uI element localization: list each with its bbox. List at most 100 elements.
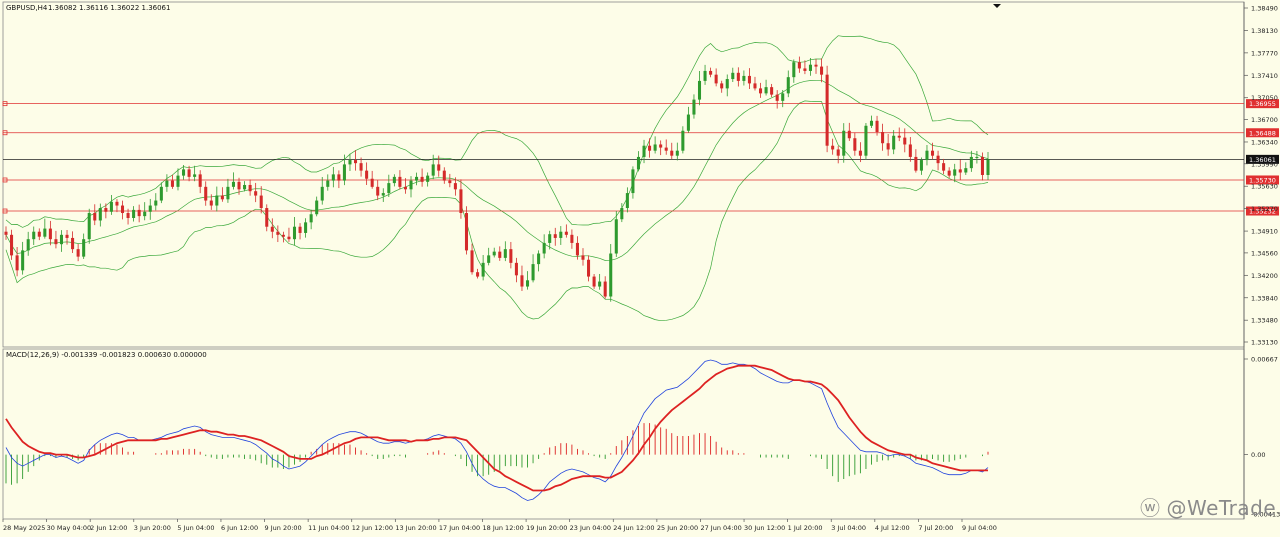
- candle-bull: [21, 250, 25, 271]
- price-tick-label: 1.35990: [1251, 160, 1278, 168]
- candle-bear: [37, 231, 41, 237]
- candle-bull: [82, 239, 86, 257]
- candle-bear: [575, 242, 579, 256]
- candle-bull: [531, 264, 535, 281]
- candle-bear: [298, 226, 302, 233]
- candle-bear: [93, 213, 97, 221]
- candle-bull: [742, 75, 746, 81]
- level-anchor-marker[interactable]: [2, 208, 8, 214]
- candle-bear: [520, 275, 524, 287]
- level-anchor-marker[interactable]: [2, 130, 8, 136]
- current-price-tag: [1246, 154, 1279, 164]
- candle-bear: [514, 262, 518, 276]
- candle-bear: [720, 83, 724, 89]
- level-price-label: 1.35730: [1249, 176, 1276, 184]
- candle-bull: [292, 226, 297, 240]
- candle-bear: [736, 72, 740, 81]
- price-tick-label: 1.37050: [1251, 94, 1278, 102]
- scroll-marker-icon[interactable]: [993, 4, 1001, 8]
- macd-header-label: MACD(12,26,9) -0.001339 -0.001823 0.0006…: [6, 351, 207, 359]
- candle-bear: [65, 234, 69, 238]
- candle-bull: [59, 234, 64, 245]
- candle-bull: [320, 186, 324, 201]
- candle-bear: [858, 150, 862, 156]
- candle-bear: [48, 228, 52, 240]
- candle-bear: [587, 259, 591, 277]
- candle-bull: [26, 239, 30, 251]
- candle-bear: [204, 186, 208, 201]
- price-tick-label: 1.34200: [1251, 272, 1278, 280]
- candle-bull: [243, 184, 247, 190]
- candle-bear: [370, 178, 374, 187]
- level-anchor-marker[interactable]: [2, 177, 8, 183]
- time-tick-label: 23 Jun 04:00: [570, 524, 611, 532]
- candle-bull: [542, 242, 546, 254]
- time-tick-label: 11 Jun 04:00: [308, 524, 349, 532]
- price-tick-label: 1.33840: [1251, 294, 1278, 302]
- candle-bear: [237, 181, 241, 190]
- candle-bull: [764, 87, 768, 94]
- time-tick-label: 24 Jun 12:00: [613, 524, 654, 532]
- candle-bull: [309, 214, 313, 223]
- candle-bear: [365, 170, 369, 179]
- candle-bull: [869, 120, 874, 126]
- price-tick-label: 1.37410: [1251, 72, 1278, 80]
- candle-bear: [254, 191, 258, 196]
- candle-bull: [537, 253, 541, 265]
- price-tick-label: 1.36700: [1251, 116, 1278, 124]
- candle-bear: [942, 163, 946, 171]
- candle-bear: [753, 83, 757, 89]
- candle-bull: [525, 280, 530, 287]
- candle-bull: [975, 156, 979, 158]
- candle-bull: [986, 159, 990, 175]
- time-tick-label: 12 Jun 12:00: [352, 524, 393, 532]
- price-tick-label: 1.37770: [1251, 49, 1278, 57]
- candle-bull: [409, 180, 413, 190]
- candle-bull: [892, 135, 896, 150]
- time-tick-label: 5 Jun 04:00: [177, 524, 214, 532]
- candle-bear: [853, 138, 857, 151]
- candle-bull: [326, 180, 330, 187]
- candle-bear: [947, 170, 951, 176]
- candle-bear: [120, 205, 125, 214]
- candle-bear: [54, 239, 58, 245]
- candle-bear: [836, 149, 840, 156]
- candle-bull: [503, 249, 507, 258]
- candle-bear: [248, 184, 252, 192]
- candle-bull: [731, 72, 735, 80]
- time-tick-label: 13 Jun 20:00: [395, 524, 436, 532]
- price-tick-label: 1.34910: [1251, 228, 1278, 236]
- candle-bull: [953, 169, 957, 176]
- bollinger-lower-band: [5, 100, 989, 322]
- candle-bear: [709, 70, 713, 75]
- watermark-text: @WeTrade: [1166, 496, 1277, 520]
- bollinger-middle-band: [5, 79, 989, 261]
- candle-bear: [814, 64, 818, 67]
- candle-bear: [464, 213, 469, 251]
- candle-bear: [337, 174, 341, 181]
- candle-bull: [226, 186, 230, 200]
- candle-bear: [420, 176, 424, 182]
- candle-bull: [159, 186, 163, 201]
- candle-bull: [431, 164, 435, 176]
- level-anchor-marker[interactable]: [2, 101, 8, 107]
- time-tick-label: 17 Jun 04:00: [439, 524, 480, 532]
- candle-bull: [43, 228, 47, 237]
- candle-bull: [864, 125, 868, 156]
- candle-bear: [897, 135, 901, 138]
- candle-bear: [775, 94, 779, 101]
- candle-bull: [331, 174, 335, 181]
- time-tick-label: 7 Jul 20:00: [918, 524, 953, 532]
- candle-bull: [681, 130, 685, 151]
- candle-bull: [642, 145, 646, 157]
- current-price-label: 1.36061: [1249, 156, 1276, 164]
- macd-tick-label: 0.00: [1251, 451, 1265, 459]
- candle-bear: [714, 74, 718, 84]
- candle-bull: [87, 213, 91, 240]
- candle-bear: [71, 237, 75, 250]
- candle-bear: [908, 144, 912, 157]
- candle-bear: [209, 200, 213, 206]
- candle-bull: [387, 183, 391, 194]
- wetrade-logo-icon: ⓦ: [1140, 496, 1161, 520]
